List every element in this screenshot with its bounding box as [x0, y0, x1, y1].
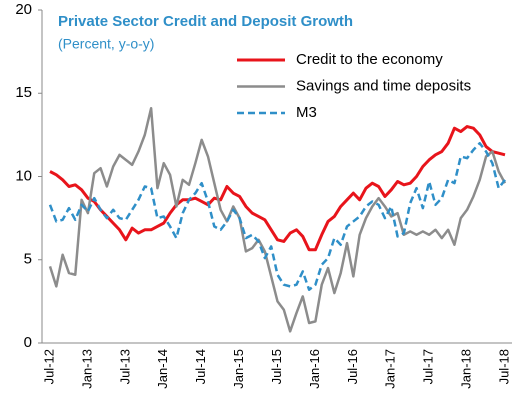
series-line — [48, 141, 506, 291]
x-tick-label: Jul-17 — [421, 349, 436, 384]
series-line — [49, 125, 506, 252]
legend-label: M3 — [296, 104, 317, 121]
y-tick-label: 15 — [15, 84, 32, 101]
legend-label: Credit to the economy — [296, 51, 443, 68]
x-tick-label: Jul-13 — [117, 349, 132, 384]
y-tick-label: 5 — [24, 251, 32, 268]
series-line — [48, 106, 507, 333]
x-tick-label: Jul-12 — [41, 349, 56, 384]
x-tick-label: Jan-15 — [231, 349, 246, 389]
x-tick-label: Jul-18 — [496, 349, 511, 384]
x-tick-label: Jan-13 — [79, 349, 94, 389]
legend-label: Savings and time deposits — [296, 77, 471, 94]
x-tick-label: Jan-14 — [155, 349, 170, 389]
chart-subtitle: (Percent, y-o-y) — [58, 36, 154, 52]
chart-title: Private Sector Credit and Deposit Growth — [58, 13, 353, 30]
y-tick-label: 20 — [15, 1, 32, 18]
x-tick-label: Jul-16 — [345, 349, 360, 384]
x-tick-label: Jan-17 — [383, 349, 398, 389]
x-tick-label: Jul-15 — [269, 349, 284, 384]
x-tick-label: Jan-18 — [459, 349, 474, 389]
x-tick-label: Jan-16 — [307, 349, 322, 389]
y-tick-label: 0 — [24, 334, 32, 351]
x-tick-label: Jul-14 — [193, 349, 208, 384]
y-tick-label: 10 — [15, 167, 32, 184]
